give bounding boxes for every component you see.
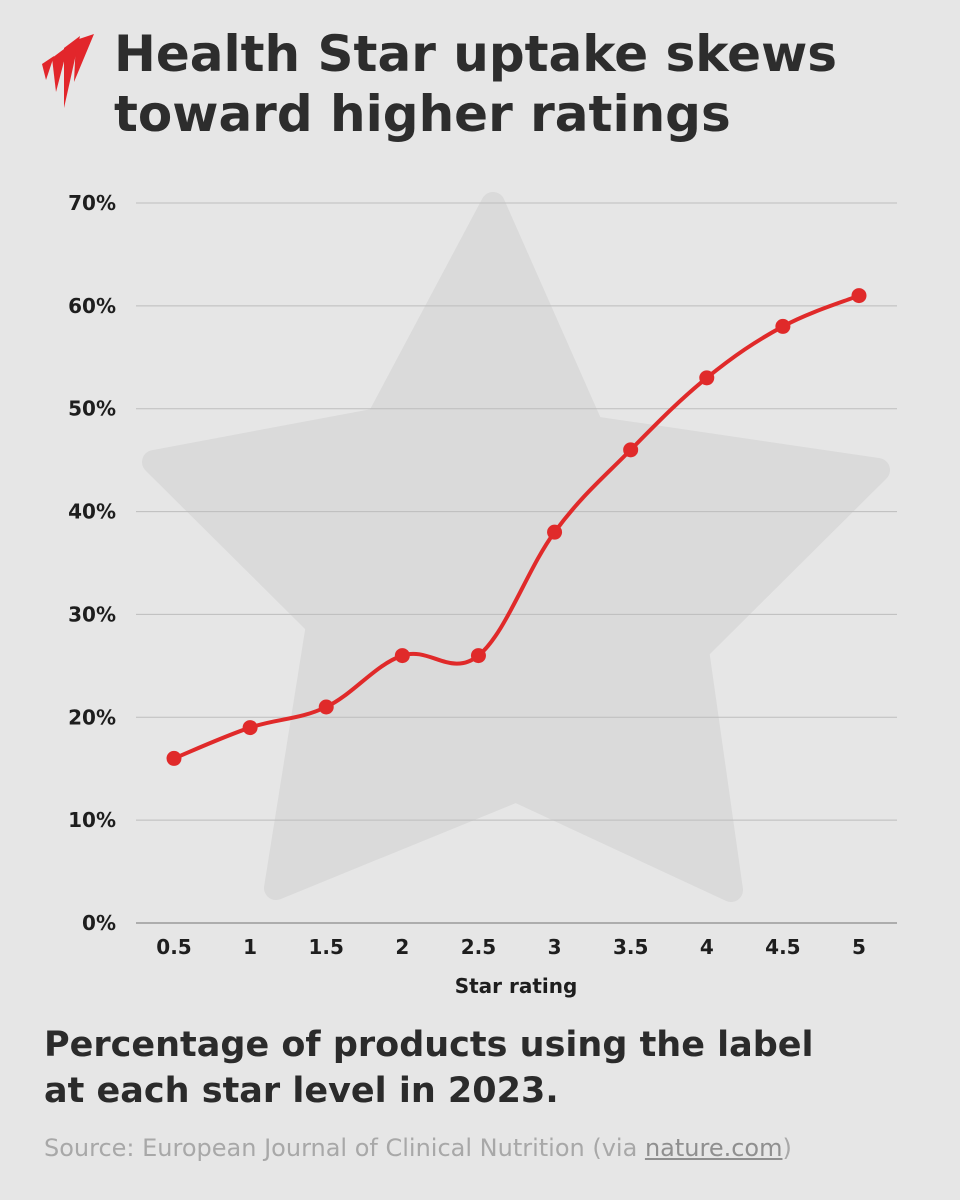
y-tick-label: 30% [68,602,116,626]
data-point [623,442,639,458]
y-tick-label: 10% [68,808,116,832]
data-point [470,648,486,664]
y-axis-ticks: 0% 10% 20% 30% 40% 50% 60% 70% [68,191,116,935]
y-tick-label: 60% [68,294,116,318]
x-tick-label: 3.5 [613,935,648,959]
chart-title: Health Star uptake skews toward higher r… [114,25,838,143]
data-point [318,699,334,715]
data-point [699,370,715,386]
x-tick-label: 3 [548,935,562,959]
x-tick-label: 5 [852,935,866,959]
x-tick-label: 0.5 [156,935,191,959]
x-axis-ticks: 0.5 1 1.5 2 2.5 3 3.5 4 4.5 5 [156,935,866,959]
x-tick-label: 4 [700,935,714,959]
data-point [394,648,410,664]
series-points [166,288,867,766]
source-line: Source: European Journal of Clinical Nut… [44,1134,944,1162]
data-point [851,288,867,304]
y-tick-label: 40% [68,500,116,524]
x-tick-label: 2 [395,935,409,959]
data-point [242,720,258,736]
data-point [775,318,791,334]
data-point [166,750,182,766]
x-tick-label: 4.5 [765,935,800,959]
source-prefix: Source: European Journal of Clinical Nut… [44,1134,645,1162]
y-tick-label: 50% [68,397,116,421]
source-link[interactable]: nature.com [644,1134,783,1162]
x-tick-label: 1.5 [309,935,344,959]
data-point [547,524,563,540]
x-tick-label: 2.5 [461,935,496,959]
sbs-logo-icon [42,34,94,108]
y-tick-label: 70% [68,191,116,215]
chart-subtitle: Percentage of products using the label a… [44,1025,814,1111]
star-background-icon [142,192,890,902]
y-tick-label: 0% [82,911,116,935]
source-suffix: ) [782,1134,792,1162]
x-tick-label: 1 [243,935,257,959]
series-line [172,293,861,761]
line-chart: 0% 10% 20% 30% 40% 50% 60% 70% 0.5 1 1.5 2 2.5 3 3.5 4… [68,191,897,998]
y-tick-label: 20% [68,705,116,729]
gridlines [136,202,897,924]
x-axis-label: Star rating [455,974,578,998]
